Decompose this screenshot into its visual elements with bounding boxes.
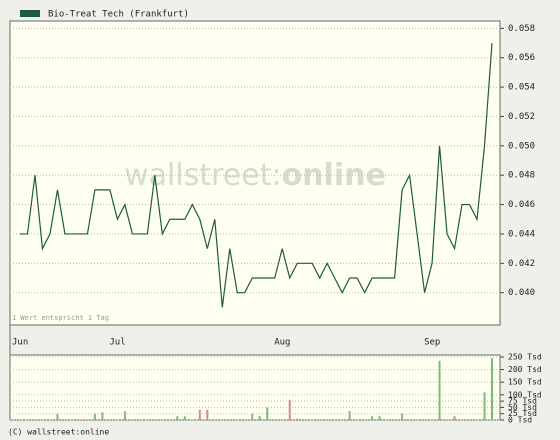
volume-bar xyxy=(476,419,479,420)
y-tick-label: 200 Tsd xyxy=(508,365,542,374)
volume-bar xyxy=(333,419,336,420)
volume-bar xyxy=(48,419,51,420)
y-tick-label: 0.050 xyxy=(508,141,535,151)
volume-bar xyxy=(281,419,284,420)
volume-bar xyxy=(251,413,254,420)
volume-bar xyxy=(33,419,36,420)
volume-bar xyxy=(198,409,201,420)
volume-bar xyxy=(168,419,171,420)
volume-bar xyxy=(183,416,186,420)
volume-bar xyxy=(348,411,351,420)
volume-bar xyxy=(491,358,493,420)
x-tick-label: Sep xyxy=(424,338,440,348)
volume-bar xyxy=(86,419,89,420)
volume-bar xyxy=(266,407,269,420)
volume-bar xyxy=(116,419,119,420)
y-tick-label: 0 Tsd xyxy=(508,416,532,425)
y-tick-label: 0.040 xyxy=(508,288,535,298)
volume-bar xyxy=(303,419,306,420)
volume-bar xyxy=(221,419,224,420)
volume-bar xyxy=(393,419,396,420)
x-tick-label: Jun xyxy=(12,338,28,348)
volume-bar xyxy=(341,419,344,420)
volume-bar xyxy=(273,419,276,420)
price-plot xyxy=(9,20,501,326)
legend-label: Bio-Treat Tech (Frankfurt) xyxy=(48,10,189,20)
y-tick-label: 0.044 xyxy=(508,229,535,239)
y-tick-label: 100 Tsd xyxy=(508,390,542,399)
volume-bar xyxy=(108,419,111,420)
volume-bar xyxy=(296,418,299,420)
volume-bar xyxy=(453,416,456,420)
x-tick-label: Jul xyxy=(109,338,125,348)
y-tick-label: 50 Tsd xyxy=(508,403,537,412)
footer: (C) wallstreet:online xyxy=(8,428,109,437)
volume-bar xyxy=(206,409,209,420)
volume-bar xyxy=(408,419,411,420)
y-tick-label: 0.042 xyxy=(508,259,535,269)
volume-bar xyxy=(423,419,426,420)
volume-bar xyxy=(176,416,179,420)
y-tick-label: 150 Tsd xyxy=(508,378,542,387)
volume-bar xyxy=(131,419,134,420)
volume-bar xyxy=(243,419,246,420)
y-tick-label: 0.054 xyxy=(508,83,535,93)
volume-bar xyxy=(318,419,321,420)
volume-bar xyxy=(401,413,404,420)
price-line xyxy=(20,42,493,308)
volume-bar xyxy=(288,399,291,420)
volume-bar xyxy=(326,419,329,420)
volume-bar xyxy=(161,419,164,420)
volume-bar xyxy=(153,419,156,420)
volume-bar xyxy=(356,419,359,420)
volume-bar xyxy=(431,419,434,420)
volume-bar xyxy=(123,411,126,420)
volume-bar xyxy=(26,419,29,420)
volume-bar xyxy=(258,416,261,420)
volume-bar xyxy=(461,419,464,420)
volume-bar xyxy=(56,413,59,420)
x-tick-label: Aug xyxy=(274,338,290,348)
y-tick-label: 250 Tsd xyxy=(508,353,542,362)
y-tick-label: 75 Tsd xyxy=(508,397,537,406)
volume-bar xyxy=(438,360,441,420)
volume-bar xyxy=(378,416,381,420)
volume-bar xyxy=(371,416,374,420)
volume-bar xyxy=(236,419,239,420)
volume-bar xyxy=(146,419,149,420)
y-tick-label: 25 Tsd xyxy=(508,409,537,418)
note: 1 Wert entspricht 1 Tag xyxy=(12,314,109,322)
volume-bar xyxy=(483,392,486,420)
y-tick-label: 0.056 xyxy=(508,53,535,63)
volume-bar xyxy=(101,412,104,420)
volume-bar xyxy=(71,419,74,420)
y-tick-label: 0.046 xyxy=(508,200,535,210)
volume-bar xyxy=(213,419,216,420)
volume-bar xyxy=(93,413,96,420)
y-tick-label: 0.052 xyxy=(508,112,535,122)
y-tick-label: 0.058 xyxy=(508,24,535,34)
volume-bar xyxy=(386,419,389,420)
volume-bar xyxy=(191,419,194,420)
volume-bar xyxy=(228,419,231,420)
volume-bar xyxy=(311,419,314,420)
y-tick-label: 0.048 xyxy=(508,171,535,181)
volume-bar xyxy=(446,419,449,420)
volume-bar xyxy=(416,419,419,420)
volume-bar xyxy=(63,419,66,420)
volume-plot xyxy=(9,354,501,421)
volume-bar xyxy=(78,419,81,420)
volume-bar xyxy=(363,419,366,420)
legend-swatch xyxy=(20,10,40,17)
volume-bar xyxy=(468,419,471,420)
volume-bar xyxy=(138,419,141,420)
volume-bar xyxy=(19,419,21,420)
volume-bar xyxy=(41,419,44,420)
